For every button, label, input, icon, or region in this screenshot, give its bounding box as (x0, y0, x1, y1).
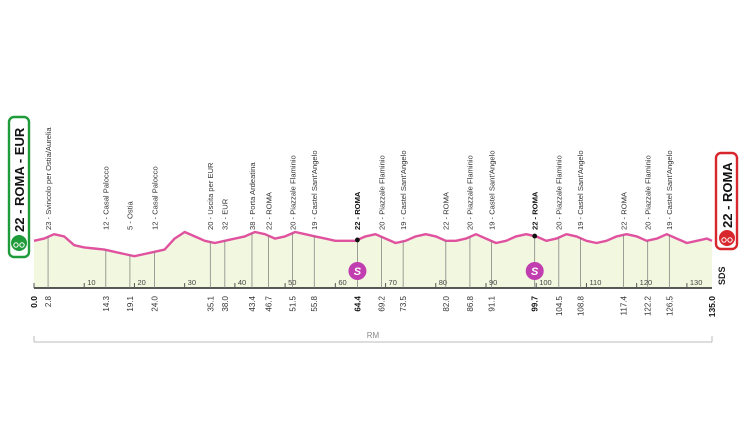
waypoint-km: 51.5 (289, 295, 298, 311)
waypoint-name: 23 - Svincolo per Ostia/Aurelia (44, 127, 53, 230)
waypoint-name: 19 - Castel Sant'Angelo (487, 150, 496, 230)
waypoint-km: 99.7 (531, 295, 540, 311)
waypoint-name: 20 - Piazzale Flaminio (288, 155, 297, 230)
start-badge-label: 22 - ROMA - EUR (12, 127, 27, 232)
waypoint-name: 20 - Piazzale Flaminio (466, 155, 475, 230)
waypoint-name: 22 - ROMA (531, 191, 540, 230)
waypoint-km: 122.2 (644, 295, 653, 316)
waypoint-km: 14.3 (102, 295, 111, 311)
waypoint-name: 22 - ROMA (442, 191, 451, 230)
waypoint-km: 64.4 (353, 295, 362, 311)
waypoint-km: 117.4 (620, 295, 629, 315)
waypoint-name: 20 - Piazzale Flaminio (377, 155, 386, 230)
waypoint-km: 82.0 (442, 295, 451, 311)
finish-bike-wheel-icon (727, 237, 733, 243)
waypoint-name: 5 - Ostia (126, 201, 135, 230)
waypoint-name: 19 - Castel Sant'Angelo (310, 150, 319, 230)
waypoint-name: 12 - Casal Palocco (150, 166, 159, 230)
start-bike-wheel-icon (13, 242, 19, 248)
waypoint-name: 20 - Piazzale Flaminio (644, 155, 653, 230)
waypoint-name: 22 - ROMA (619, 191, 628, 230)
waypoint-name: 32 - EUR (221, 198, 230, 230)
waypoint-km: 104.5 (555, 295, 564, 316)
km-label-endpoint: 135.0 (707, 296, 717, 318)
waypoint-km: 126.5 (665, 295, 674, 316)
waypoint-name: 22 - ROMA (353, 191, 362, 230)
x-tick-label: 100 (539, 278, 552, 287)
finish-badge-label: 22 - ROMA (720, 162, 735, 228)
finish-bike-icon (719, 230, 735, 246)
x-tick-label: 130 (690, 278, 703, 287)
x-tick-label: 110 (589, 278, 601, 287)
x-tick-label: 40 (238, 278, 246, 287)
waypoint-km: 35.1 (206, 295, 215, 311)
waypoint-km: 55.8 (310, 295, 319, 311)
waypoint-name: 20 - Uscita per EUR (206, 162, 215, 230)
finish-bike-wheel-icon (721, 237, 727, 243)
sprint-marker (525, 262, 544, 280)
x-tick-label: 20 (137, 278, 145, 287)
x-tick-label: 50 (288, 278, 296, 287)
waypoint-km: 69.2 (378, 295, 387, 311)
route-label: RM (367, 331, 380, 340)
start-bike-icon (11, 235, 27, 251)
waypoint-name: 19 - Castel Sant'Angelo (576, 150, 585, 230)
x-tick-label: 90 (489, 278, 497, 287)
profile-line (33, 230, 713, 258)
km-label-endpoint: 0.0 (29, 296, 39, 308)
x-tick-label: 60 (338, 278, 346, 287)
sds-logo: SDS (717, 266, 727, 285)
waypoint-km: 24.0 (151, 295, 160, 311)
x-tick-label: 120 (640, 278, 653, 287)
waypoint-km: 43.4 (248, 295, 257, 311)
waypoint-name: 19 - Castel Sant'Angelo (665, 150, 674, 230)
sprint-label: S (354, 266, 362, 278)
waypoint-km: 108.8 (576, 295, 585, 316)
waypoint-km: 86.8 (466, 295, 475, 311)
waypoint-km: 46.7 (265, 295, 274, 311)
start-badge (7, 115, 31, 259)
waypoint-name: 19 - Castel Sant'Angelo (399, 150, 408, 230)
waypoint-km: 73.5 (399, 295, 408, 311)
waypoint-km: 19.1 (126, 295, 135, 311)
waypoint-name: 38 - Porta Ardeatina (248, 162, 257, 230)
x-tick-label: 30 (188, 278, 196, 287)
waypoint-km: 38.0 (221, 295, 230, 311)
waypoint-marker (532, 233, 538, 239)
start-bike-wheel-icon (19, 242, 25, 248)
waypoint-name: 22 - ROMA (264, 191, 273, 230)
waypoint-marker (355, 237, 360, 243)
finish-badge (714, 151, 739, 251)
waypoint-name: 20 - Piazzale Flaminio (555, 155, 564, 230)
sprint-marker (348, 262, 367, 280)
waypoint-km: 91.1 (488, 295, 497, 311)
x-tick-label: 80 (439, 278, 447, 287)
waypoint-km: 2.8 (44, 295, 53, 307)
x-tick-label: 10 (87, 278, 95, 287)
sprint-label: S (531, 266, 539, 278)
x-tick-label: 70 (389, 278, 397, 287)
waypoint-name: 12 - Casal Palocco (102, 166, 111, 230)
